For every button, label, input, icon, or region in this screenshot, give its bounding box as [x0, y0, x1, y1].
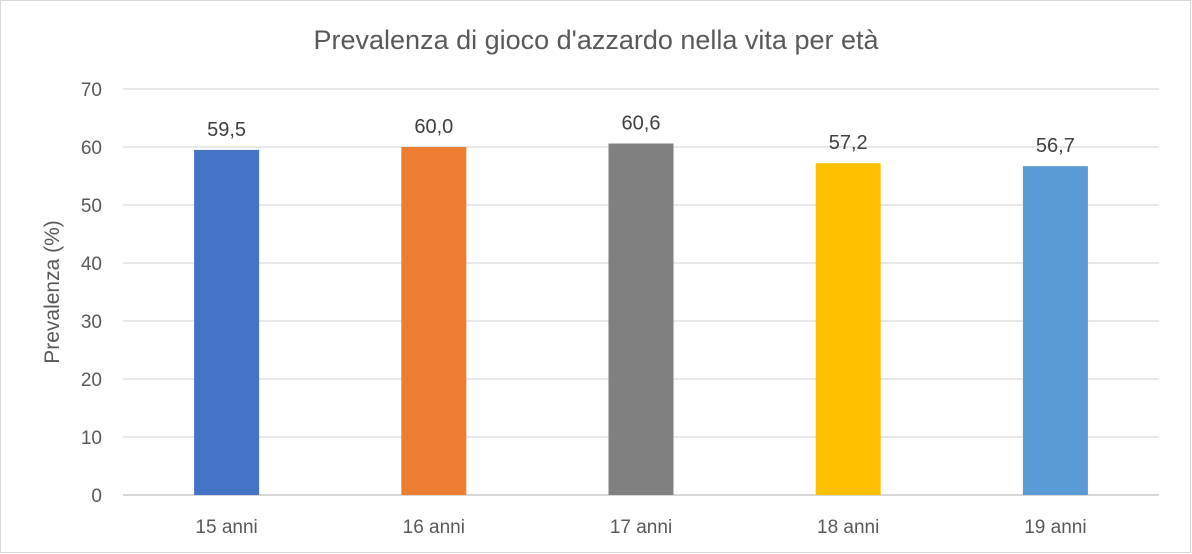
y-tick-label: 40 — [81, 254, 102, 275]
y-tick-label: 20 — [81, 370, 102, 391]
bar — [1022, 166, 1088, 495]
bar — [815, 163, 881, 496]
x-tick-label: 15 anni — [195, 517, 257, 538]
y-tick-label: 50 — [81, 196, 102, 217]
y-tick-label: 60 — [81, 138, 102, 159]
bars — [194, 143, 1088, 496]
data-label: 57,2 — [829, 132, 868, 154]
y-tick-label: 0 — [91, 486, 102, 507]
data-label: 60,6 — [622, 113, 661, 135]
y-axis-title: Prevalenza (%) — [41, 220, 64, 364]
data-labels: 59,5 60,0 60,6 57,2 56,7 — [207, 113, 1075, 158]
data-label: 56,7 — [1036, 135, 1075, 157]
data-label: 59,5 — [207, 119, 246, 141]
bar — [608, 143, 674, 495]
y-tick-label: 70 — [81, 80, 102, 101]
y-tick-label: 10 — [81, 428, 102, 449]
bar — [401, 147, 467, 495]
x-tick-label: 17 anni — [610, 517, 672, 538]
bar — [194, 149, 260, 495]
data-label: 60,0 — [414, 116, 453, 138]
y-axis-ticks: 0 10 20 30 40 50 60 70 — [81, 80, 102, 507]
x-tick-label: 18 anni — [817, 517, 879, 538]
y-tick-label: 30 — [81, 312, 102, 333]
chart-title: Prevalenza di gioco d'azzardo nella vita… — [314, 25, 880, 55]
x-axis-ticks: 15 anni 16 anni 17 anni 18 anni 19 anni — [195, 517, 1086, 538]
x-tick-label: 19 anni — [1024, 517, 1086, 538]
x-tick-label: 16 anni — [403, 517, 465, 538]
